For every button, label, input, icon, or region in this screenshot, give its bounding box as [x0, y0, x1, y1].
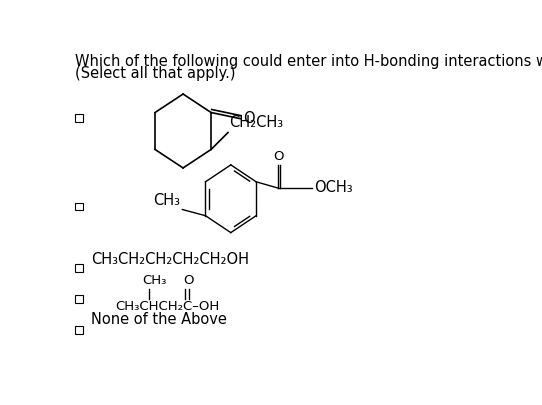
Text: CH₃CHCH₂C–OH: CH₃CHCH₂C–OH — [115, 301, 220, 313]
Text: O: O — [243, 111, 254, 126]
Bar — [75, 264, 83, 272]
Bar — [75, 202, 83, 210]
Bar — [75, 295, 83, 303]
Text: CH₂CH₃: CH₂CH₃ — [230, 115, 283, 130]
Text: O: O — [183, 274, 193, 287]
Text: CH₃: CH₃ — [142, 274, 166, 287]
Bar — [75, 326, 83, 333]
Text: Which of the following could enter into H-bonding interactions with water?: Which of the following could enter into … — [75, 54, 542, 69]
Text: (Select all that apply.): (Select all that apply.) — [75, 66, 236, 81]
Bar — [75, 114, 83, 122]
Text: None of the Above: None of the Above — [91, 312, 227, 327]
Text: OCH₃: OCH₃ — [314, 181, 352, 196]
Text: CH₃CH₂CH₂CH₂CH₂OH: CH₃CH₂CH₂CH₂CH₂OH — [91, 252, 249, 266]
Text: CH₃: CH₃ — [153, 193, 180, 208]
Text: O: O — [273, 149, 283, 162]
